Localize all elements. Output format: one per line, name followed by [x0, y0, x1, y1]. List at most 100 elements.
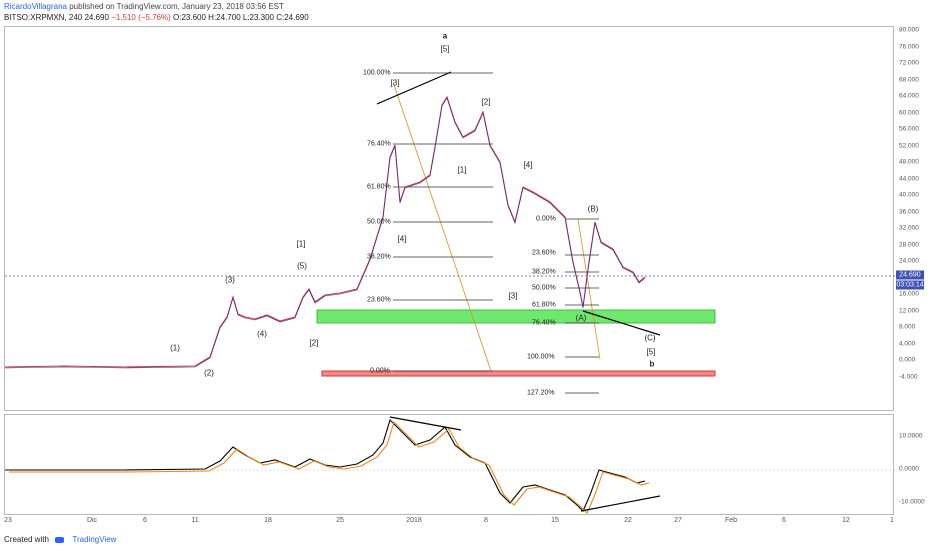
divergence-bottom-line [580, 495, 661, 512]
symbol-info: BITSO:XRPMXN, 240 24.690 −1.510 (−5.76%)… [4, 13, 309, 23]
price-axis-tick: -4.000 [899, 373, 918, 380]
fib-left-0: 0.00% [370, 367, 390, 375]
time-axis-tick: 6 [143, 517, 147, 524]
time-axis-tick: 18 [264, 517, 272, 524]
price-axis-tick: 8.000 [899, 323, 916, 331]
wave-label-4-b: [4] [523, 160, 533, 170]
time-axis-tick: 23 [4, 517, 12, 524]
fib-diagonal-right [577, 218, 601, 360]
ohlc-values: O:23.600 H:24.700 L:23.300 C:24.690 [173, 13, 309, 22]
price-axis-tick: 24.000 [899, 257, 919, 265]
time-axis-tick: 11 [191, 517, 199, 524]
support-zone-red [321, 370, 716, 377]
wave-label-A: (A) [575, 313, 587, 323]
price-axis-tick: 52.000 [899, 142, 919, 149]
time-axis-tick: 8 [484, 517, 488, 524]
fib-left-618: 61.80% [367, 183, 391, 191]
wave-label-5: (5) [297, 261, 307, 271]
time-axis-tick: 6 [782, 517, 786, 524]
time-axis-tick: 12 [842, 517, 850, 524]
osc-axis-tick: 10.0000 [899, 432, 923, 440]
last-price-tag: 24.690 [896, 270, 924, 280]
fib-right-50: 50.00% [532, 284, 556, 292]
wave-label-1-b: [1] [457, 165, 467, 175]
time-axis-tick: Dic [86, 517, 98, 524]
osc-axis-tick: -10.0000 [899, 498, 925, 506]
tradingview-logo-icon [55, 536, 65, 543]
wave-label-1: [1] [296, 239, 306, 249]
price-axis-tick: 68.000 [899, 76, 919, 83]
time-axis-tick: 27 [674, 517, 682, 524]
fib-right-382: 38.20% [532, 268, 556, 276]
time-axis-tick: 1 [890, 517, 894, 524]
price-series [5, 95, 646, 368]
oscillator-svg [5, 416, 895, 514]
price-axis-tick: 72.000 [899, 59, 919, 67]
fib-right-1272: 127.20% [527, 389, 555, 397]
wave-label-4-paren: (4) [257, 329, 267, 339]
footer: Created with TradingView [4, 535, 116, 544]
fib-right-764: 76.40% [532, 319, 556, 327]
publish-date: published on TradingView.com, January 23… [69, 2, 284, 11]
footer-brand-link[interactable]: TradingView [72, 535, 117, 544]
price-axis-tick: 56.000 [899, 125, 919, 133]
time-axis-tick: 15 [551, 517, 559, 524]
price-chart-svg [5, 71, 895, 394]
support-zone-green [316, 309, 716, 324]
fib-left-100: 100.00% [363, 69, 391, 77]
wave-label-2-paren: (2) [204, 368, 214, 378]
fib-right-100: 100.00% [527, 353, 555, 361]
price-axis-tick: 32.000 [899, 224, 919, 232]
price-axis-tick: 36.000 [899, 208, 919, 215]
wave-label-2-b: [2] [481, 97, 491, 107]
time-axis-tick: 25 [336, 517, 344, 524]
price-axis-tick: 64.000 [899, 92, 919, 100]
price-axis-tick: 28.000 [899, 241, 919, 248]
time-axis-tick: Feb [724, 517, 738, 524]
symbol: BITSO:XRPMXN, 240 [4, 13, 83, 22]
wave-label-3-b: [3] [508, 291, 518, 301]
price-axis-tick: 16.000 [899, 290, 919, 298]
wave-label-5-b: [5] [646, 347, 656, 357]
fib-levels-right [565, 218, 599, 394]
divergence-top-line [389, 416, 462, 431]
fib-left-50: 50.00% [367, 218, 391, 226]
wave-label-B: (B) [587, 204, 599, 214]
publish-info: RicardoVillagrana published on TradingVi… [4, 2, 284, 12]
price-axis-tick: 44.000 [899, 175, 919, 182]
fib-diagonal-left [392, 81, 492, 372]
price-axis-tick: 60.000 [899, 109, 919, 116]
price-axis-tick: 48.000 [899, 158, 919, 166]
time-axis[interactable]: 23 Dic 6 11 18 25 2018 8 15 22 27 Feb 6 12 1 [4, 515, 894, 529]
fib-right-236: 23.60% [532, 249, 556, 257]
oscillator-panel[interactable] [4, 414, 895, 515]
wave-label-1-paren: (1) [170, 343, 180, 353]
price-change: −1.510 (−5.76%) [111, 13, 171, 22]
wave-label-3-paren: (3) [225, 275, 235, 285]
price-axis-tick: 76.000 [899, 43, 919, 50]
fib-left-382: 38.20% [367, 253, 391, 261]
price-axis-tick: 12.000 [899, 307, 919, 314]
wave-label-C: (C) [644, 333, 656, 343]
wave-label-b: b [649, 359, 655, 369]
author-link[interactable]: RicardoVillagrana [4, 2, 67, 11]
time-axis-tick: 2018 [406, 517, 422, 524]
wave-label-4-bb: [4] [397, 234, 407, 244]
countdown-tag: 03:03:14 [896, 280, 924, 290]
price-axis-tick: 80.000 [899, 26, 919, 34]
c-wave-trendline [582, 310, 661, 336]
top-trendline [376, 71, 452, 105]
last-price: 24.690 [84, 13, 109, 22]
price-axis-tick: 40.000 [899, 191, 919, 199]
time-axis-tick: 22 [624, 517, 632, 524]
price-series-overlay [5, 97, 646, 369]
fib-levels-left [393, 72, 493, 372]
price-chart-panel[interactable]: a [5] [3] [2] [1] [4] [3] [4] [1] [2] (5… [4, 26, 895, 411]
price-axis-tick: 4.000 [899, 340, 916, 347]
wave-label-3-top: [3] [390, 78, 400, 88]
osc-axis-tick: 0.0000 [899, 465, 919, 473]
fib-left-236: 23.60% [367, 296, 391, 304]
price-axis-tick: 0.000 [899, 356, 916, 364]
wave-label-5-top: [5] [440, 44, 450, 54]
fib-left-764: 76.40% [367, 140, 391, 148]
